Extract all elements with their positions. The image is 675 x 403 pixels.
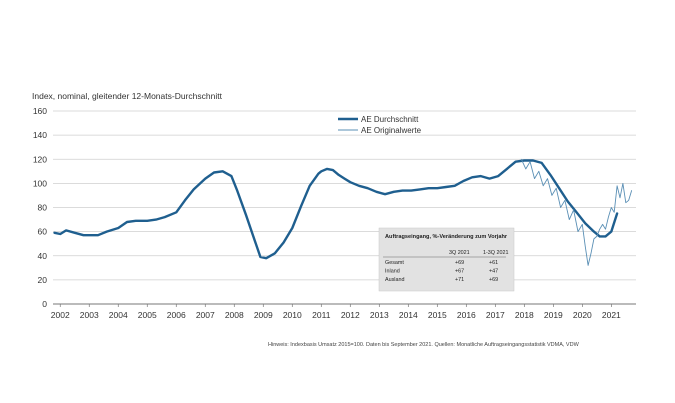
x-tick-label: 2002 <box>51 310 70 320</box>
series-line-ae-originalwerte <box>520 158 633 266</box>
x-tick-label: 2009 <box>254 310 273 320</box>
y-tick-label: 140 <box>33 130 47 140</box>
annotation-table-cell: +47 <box>489 269 498 275</box>
x-tick-label: 2016 <box>457 310 476 320</box>
y-axis-title: Index, nominal, gleitender 12-Monats-Dur… <box>32 91 223 101</box>
gridlines <box>53 110 636 307</box>
y-tick-label: 160 <box>33 106 47 116</box>
annotation-table-cell: +69 <box>455 260 464 266</box>
legend-label: AE Durchschnitt <box>361 115 419 124</box>
x-tick-label: 2007 <box>196 310 215 320</box>
series-line-ae-durchschnitt <box>53 159 619 260</box>
series-lines <box>53 158 633 266</box>
x-tick-label: 2021 <box>602 310 621 320</box>
annotation-table-cell: +61 <box>489 260 498 266</box>
y-tick-label: 80 <box>38 203 48 213</box>
x-tick-label: 2010 <box>283 310 302 320</box>
annotation-table-header: 1-3Q 2021 <box>483 250 508 256</box>
x-tick-label: 2005 <box>138 310 157 320</box>
y-tick-label: 60 <box>38 227 48 237</box>
annotation-table-header: 3Q 2021 <box>449 250 470 256</box>
annotation-table-box <box>378 227 515 292</box>
x-tick-label: 2008 <box>225 310 244 320</box>
y-tick-labels: 0 20 40 60 80 100 120 140 160 <box>33 106 47 309</box>
annotation-table: Auftragseingang, %-Veränderung zum Vorja… <box>378 227 515 292</box>
x-tick-label: 2011 <box>312 310 331 320</box>
annotation-table-cell: Inland <box>385 269 400 275</box>
y-tick-label: 0 <box>42 299 47 309</box>
x-tick-label: 2012 <box>341 310 360 320</box>
x-tick-label: 2018 <box>515 310 534 320</box>
y-tick-label: 120 <box>33 154 47 164</box>
y-tick-label: 20 <box>38 275 48 285</box>
x-tick-label: 2013 <box>370 310 389 320</box>
annotation-table-title: Auftragseingang, %-Veränderung zum Vorja… <box>385 234 508 240</box>
x-tick-label: 2014 <box>399 310 418 320</box>
x-tick-label: 2006 <box>167 310 186 320</box>
legend-label: AE Originalwerte <box>361 126 422 135</box>
y-tick-label: 40 <box>38 251 48 261</box>
x-tick-label: 2004 <box>109 310 128 320</box>
x-tick-labels: 2002 2003 2004 2005 2006 2007 2008 2009 2010 2011… <box>51 310 621 320</box>
x-tick-label: 2015 <box>428 310 447 320</box>
x-tick-label: 2017 <box>486 310 505 320</box>
x-tick-label: 2003 <box>80 310 99 320</box>
annotation-table-cell: Gesamt <box>385 260 404 266</box>
x-tick-label: 2020 <box>573 310 592 320</box>
annotation-table-cell: +71 <box>455 277 464 283</box>
x-tick-label: 2019 <box>544 310 563 320</box>
legend: AE Durchschnitt AE Originalwerte <box>338 115 422 135</box>
y-tick-label: 100 <box>33 178 47 188</box>
footnote: Hinweis: Indexbasis Umsatz 2015=100. Dat… <box>268 342 580 348</box>
annotation-table-cell: +69 <box>489 277 498 283</box>
annotation-table-cell: Ausland <box>385 277 404 283</box>
annotation-table-cell: +67 <box>455 269 464 275</box>
